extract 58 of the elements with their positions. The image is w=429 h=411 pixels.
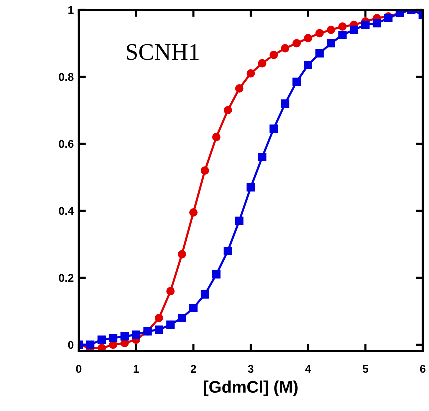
point — [212, 133, 221, 142]
point — [190, 208, 198, 217]
point — [258, 153, 267, 162]
x-tick-label: 1 — [134, 365, 140, 373]
point — [270, 51, 278, 60]
x-tick-label: 2 — [190, 365, 196, 373]
y-tick-label: 0.8 — [59, 73, 74, 82]
point — [178, 250, 186, 259]
point — [270, 124, 278, 134]
point — [212, 270, 221, 279]
point — [98, 336, 106, 344]
x-tick-label: 5 — [362, 365, 368, 374]
point — [362, 20, 370, 30]
point — [327, 39, 336, 48]
x-tick-label: 3 — [248, 365, 254, 374]
point — [246, 69, 256, 78]
point — [178, 314, 186, 322]
point — [235, 84, 244, 93]
point — [224, 247, 232, 256]
point — [281, 44, 290, 53]
point — [304, 34, 312, 43]
point — [155, 314, 164, 322]
y-tick-label: 0 — [68, 341, 74, 350]
point — [246, 183, 256, 192]
y-tick-label: 0.2 — [59, 274, 74, 282]
x-tick-label: 0 — [76, 365, 82, 374]
point — [316, 49, 324, 58]
x-tick-label: 4 — [305, 365, 312, 373]
y-tick-label: 1 — [68, 6, 74, 14]
point — [166, 320, 175, 330]
y-tick-label: 0.4 — [59, 207, 74, 216]
point — [200, 290, 210, 299]
point — [224, 106, 232, 115]
point — [98, 344, 106, 351]
point — [132, 330, 140, 340]
point — [292, 78, 302, 86]
point — [109, 334, 118, 342]
x-tick-label: 6 — [420, 365, 426, 374]
point — [200, 166, 210, 175]
point — [338, 30, 347, 40]
point — [166, 287, 175, 296]
point — [258, 59, 267, 68]
point — [292, 39, 302, 48]
point — [235, 216, 244, 226]
point — [281, 100, 290, 108]
annotation: SCNH1 — [127, 44, 199, 60]
y-tick-label: 0.6 — [59, 140, 74, 148]
point — [155, 326, 164, 334]
point — [372, 19, 382, 28]
point — [120, 332, 130, 341]
point — [338, 22, 347, 31]
point — [86, 340, 95, 350]
point — [190, 304, 198, 312]
point — [350, 26, 358, 34]
point — [316, 29, 324, 38]
point — [304, 61, 312, 70]
x-axis-title: [GdmCl] (M) — [204, 380, 298, 396]
point — [327, 26, 336, 34]
